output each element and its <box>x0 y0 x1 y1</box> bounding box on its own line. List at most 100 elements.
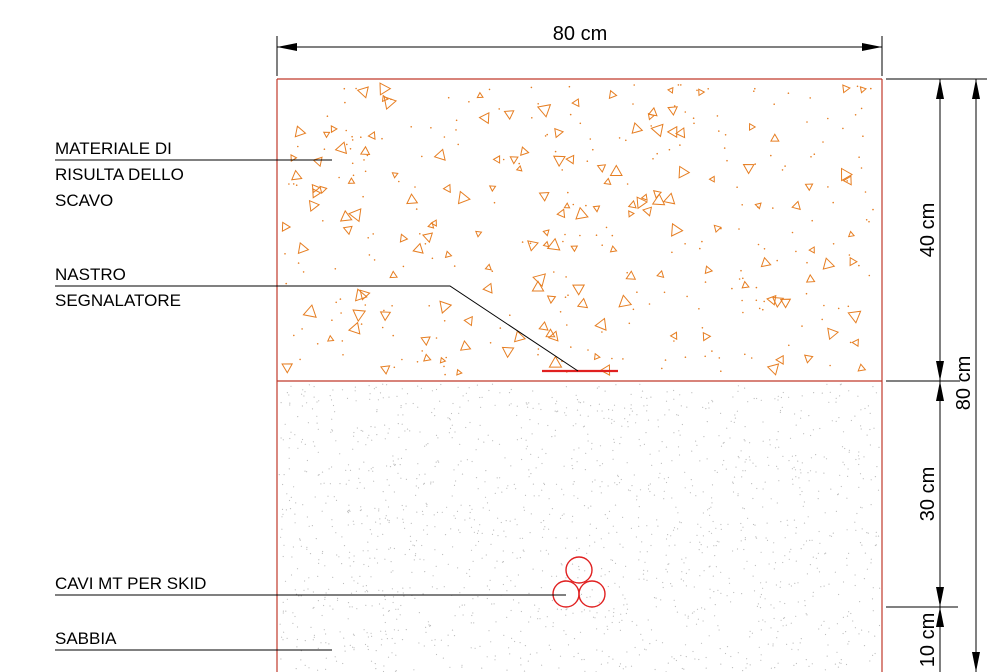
fill-dot-symbol <box>435 337 438 339</box>
fill-dot-symbol <box>566 324 568 326</box>
fill-dot-symbol <box>537 353 539 356</box>
sand-speckle <box>317 474 319 476</box>
sand-speckle <box>561 514 563 516</box>
sand-speckle <box>679 521 681 523</box>
sand-speckle <box>459 531 461 534</box>
sand-speckle <box>306 459 308 462</box>
fill-dot-symbol <box>414 186 416 188</box>
fill-dot-symbol <box>488 88 491 91</box>
sand-speckle <box>561 564 563 566</box>
sand-speckle <box>411 571 413 574</box>
sand-speckle <box>442 553 444 556</box>
sand-speckle <box>836 651 838 653</box>
fill-dot-symbol <box>656 152 658 155</box>
sand-speckle <box>490 543 492 546</box>
sand-speckle <box>673 527 676 529</box>
fill-dot-symbol <box>781 169 784 171</box>
sand-speckle <box>413 545 416 547</box>
sand-speckle <box>673 599 675 601</box>
fill-triangle-symbol <box>527 240 539 252</box>
fill-dot-symbol <box>521 241 524 243</box>
fill-dot-symbol <box>633 84 635 86</box>
sand-speckle <box>571 464 573 467</box>
sand-speckle <box>809 470 812 472</box>
sand-speckle <box>281 516 283 518</box>
sand-speckle <box>662 581 664 584</box>
sand-speckle <box>702 512 705 514</box>
sand-speckle <box>348 479 350 481</box>
fill-dot-symbol <box>757 243 760 246</box>
fill-triangle-symbol <box>708 175 715 183</box>
sand-speckle <box>278 474 280 476</box>
sand-speckle <box>323 604 325 607</box>
sand-speckle <box>794 582 796 585</box>
sand-speckle <box>313 636 315 638</box>
sand-speckle <box>582 426 585 428</box>
sand-speckle <box>525 448 527 450</box>
sand-speckle <box>815 471 817 473</box>
sand-speckle <box>663 478 665 480</box>
sand-speckle <box>813 392 815 394</box>
fill-triangle-symbol <box>348 208 362 223</box>
sand-speckle <box>702 620 704 622</box>
fill-dot-symbol <box>701 327 704 329</box>
fill-dot-symbol <box>568 85 571 88</box>
sand-speckle <box>779 409 782 412</box>
sand-speckle <box>368 434 370 436</box>
sand-speckle <box>795 476 797 478</box>
sand-speckle <box>341 389 344 391</box>
sand-speckle <box>390 571 392 573</box>
sand-speckle <box>280 402 282 404</box>
fill-dot-symbol <box>741 299 743 302</box>
sand-speckle <box>312 591 314 593</box>
sand-speckle <box>714 470 716 472</box>
sand-speckle <box>529 532 531 534</box>
fill-dot-symbol <box>455 129 457 131</box>
fill-triangle-symbol <box>476 91 484 99</box>
sand-speckle <box>285 509 287 511</box>
sand-speckle <box>524 645 527 647</box>
sand-speckle <box>869 444 872 446</box>
sand-speckle <box>823 585 825 587</box>
sand-speckle <box>596 612 598 614</box>
sand-speckle <box>288 499 291 502</box>
sand-speckle <box>645 649 647 651</box>
sand-speckle <box>691 485 694 487</box>
fill-triangle-symbol <box>791 200 801 211</box>
sand-speckle <box>594 479 596 481</box>
sand-speckle <box>837 666 840 668</box>
sand-speckle <box>795 424 797 426</box>
cable-left <box>552 580 580 608</box>
sand-speckle <box>306 548 308 550</box>
fill-triangle-symbol <box>556 208 566 219</box>
sand-speckle <box>674 544 676 546</box>
sand-speckle <box>554 429 557 431</box>
sand-speckle <box>397 414 399 416</box>
sand-speckle <box>844 447 846 450</box>
fill-dot-symbol <box>823 304 825 307</box>
sand-speckle <box>334 411 336 413</box>
fill-dot-symbol <box>648 303 651 305</box>
sand-speckle <box>618 482 621 484</box>
sand-speckle <box>858 633 860 635</box>
sand-speckle <box>804 600 806 602</box>
sand-speckle <box>808 415 810 417</box>
sand-speckle <box>361 523 363 525</box>
fill-dot-symbol <box>837 307 840 310</box>
sand-speckle <box>475 449 477 451</box>
sand-speckle <box>672 529 675 531</box>
fill-triangle-symbol <box>503 110 515 121</box>
sand-speckle <box>718 435 720 437</box>
sand-speckle <box>509 520 511 522</box>
sand-speckle <box>751 632 754 634</box>
sand-speckle <box>760 659 762 661</box>
sand-speckle <box>388 396 390 398</box>
sand-speckle <box>589 523 591 525</box>
sand-speckle <box>330 431 332 433</box>
fill-dot-symbol <box>848 254 851 256</box>
fill-dot-symbol <box>736 186 738 188</box>
sand-speckle <box>349 565 351 567</box>
sand-speckle <box>413 559 415 561</box>
sand-speckle <box>607 662 609 664</box>
sand-speckle <box>622 546 624 548</box>
